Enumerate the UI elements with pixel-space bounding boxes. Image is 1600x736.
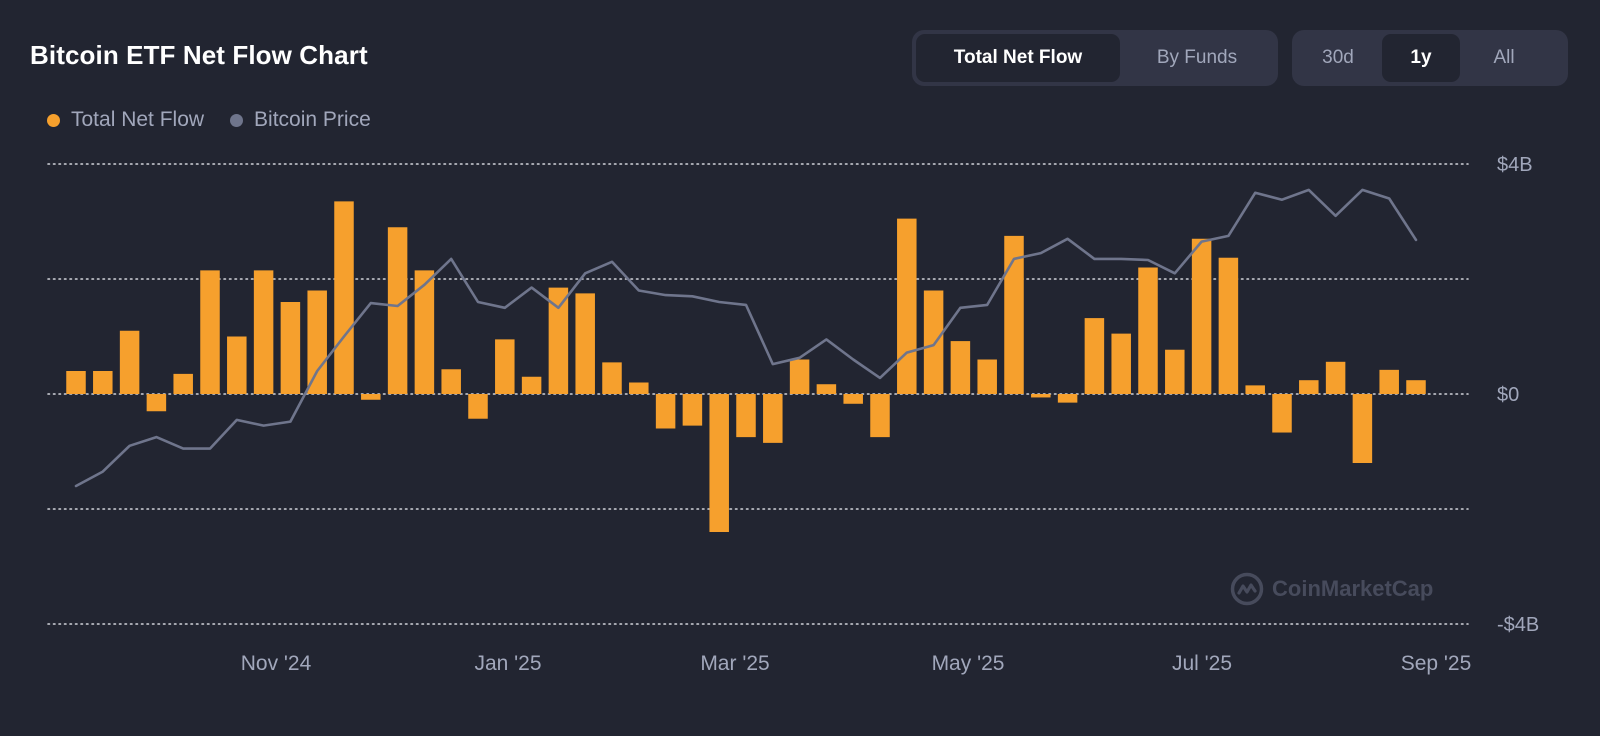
legend-item-net-flow[interactable]: Total Net Flow xyxy=(47,108,204,132)
flow-bar xyxy=(548,287,569,394)
flow-bar xyxy=(1057,394,1078,403)
flow-bar xyxy=(495,339,515,394)
range-1y-button[interactable]: 1y xyxy=(1382,34,1460,82)
flow-bar xyxy=(709,394,729,532)
flow-bar xyxy=(1352,394,1373,463)
flow-bar xyxy=(843,394,863,404)
bitcoin-price-line xyxy=(74,188,1418,488)
flow-bar xyxy=(66,371,86,394)
flow-bar xyxy=(119,330,140,394)
flow-bar xyxy=(468,394,488,419)
legend-label-bitcoin-price: Bitcoin Price xyxy=(254,108,371,131)
flow-bar xyxy=(146,394,167,412)
range-toggle: 30d 1y All xyxy=(1292,30,1568,86)
flow-bar xyxy=(655,394,676,429)
flow-bar xyxy=(1138,267,1158,394)
flow-bar xyxy=(763,394,783,443)
flow-bar xyxy=(253,270,274,394)
net-flow-dot-icon xyxy=(47,113,60,127)
flow-bar xyxy=(870,394,890,438)
flow-bar xyxy=(1299,380,1319,394)
chart-legend: Total Net Flow Bitcoin Price xyxy=(47,108,397,132)
flow-bar xyxy=(1218,257,1239,394)
flow-bar xyxy=(173,373,193,394)
flow-bar xyxy=(682,394,703,426)
flow-bar xyxy=(789,359,810,394)
flow-bar xyxy=(441,369,461,394)
range-30d-button[interactable]: 30d xyxy=(1296,34,1380,82)
flow-bar xyxy=(816,384,837,394)
flow-bar xyxy=(897,218,917,394)
flow-bar xyxy=(629,382,649,394)
y-tick-label: $0 xyxy=(1497,384,1519,406)
flow-bar xyxy=(950,341,971,394)
flow-bar xyxy=(923,290,944,394)
watermark-text: CoinMarketCap xyxy=(1272,576,1434,601)
flow-bar xyxy=(307,290,327,394)
flow-bar xyxy=(1004,235,1024,394)
y-tick-label: -$4B xyxy=(1497,614,1539,636)
coinmarketcap-logo-icon xyxy=(1230,572,1264,606)
flow-bar xyxy=(1379,369,1399,394)
x-tick-label: Sep '25 xyxy=(1401,652,1472,675)
x-tick-label: Mar '25 xyxy=(700,652,769,675)
flow-bar xyxy=(575,293,595,394)
x-tick-label: Jul '25 xyxy=(1172,652,1232,675)
flow-bar xyxy=(1084,318,1105,394)
flow-bar xyxy=(361,394,381,400)
tab-total-net-flow[interactable]: Total Net Flow xyxy=(916,34,1120,82)
flow-bar xyxy=(280,302,301,394)
x-tick-label: May '25 xyxy=(932,652,1005,675)
legend-item-bitcoin-price[interactable]: Bitcoin Price xyxy=(230,108,371,132)
view-toggle: Total Net Flow By Funds xyxy=(912,30,1278,86)
flow-bar xyxy=(602,362,622,394)
y-tick-label: $4B xyxy=(1497,154,1533,176)
flow-bar xyxy=(1406,380,1426,394)
tab-by-funds[interactable]: By Funds xyxy=(1120,34,1274,82)
flow-bar xyxy=(334,201,354,394)
flow-bar xyxy=(1165,349,1185,394)
flow-bar xyxy=(1325,361,1346,394)
flow-bar xyxy=(1191,238,1212,394)
page-title: Bitcoin ETF Net Flow Chart xyxy=(30,40,368,70)
x-tick-label: Nov '24 xyxy=(241,652,312,675)
flow-bar xyxy=(1245,385,1265,394)
flow-bar xyxy=(1272,394,1292,433)
coinmarketcap-watermark: CoinMarketCap xyxy=(1230,572,1433,606)
legend-label-net-flow: Total Net Flow xyxy=(71,108,205,131)
flow-bar xyxy=(736,394,756,438)
flow-bar xyxy=(521,376,542,394)
flow-bar xyxy=(1031,394,1051,398)
flow-bar xyxy=(200,270,220,394)
x-tick-label: Jan '25 xyxy=(474,652,541,675)
flow-bar xyxy=(414,270,435,394)
range-all-button[interactable]: All xyxy=(1462,34,1546,82)
flow-bar xyxy=(93,371,113,394)
flow-bar xyxy=(977,359,997,394)
flow-bar xyxy=(1111,333,1131,394)
flow-bar xyxy=(387,227,408,394)
bitcoin-price-dot-icon xyxy=(230,113,244,127)
flow-bar xyxy=(227,336,247,394)
